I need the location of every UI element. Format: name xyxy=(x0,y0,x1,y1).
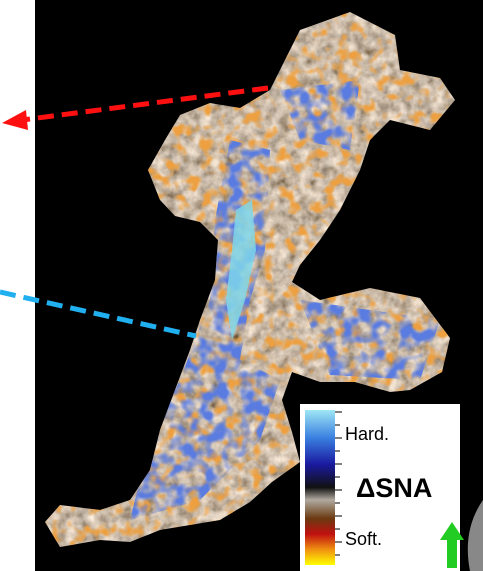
page: Hard. ΔSNA Soft. (() => { const data = J… xyxy=(0,0,483,571)
legend-bottom-label: Soft. xyxy=(345,529,382,549)
legend-title: ΔSNA xyxy=(356,473,432,503)
legend: Hard. ΔSNA Soft. xyxy=(300,404,460,571)
map-figure: Hard. ΔSNA Soft. xyxy=(0,0,483,571)
color-bar xyxy=(305,410,335,565)
legend-top-label: Hard. xyxy=(345,424,389,444)
